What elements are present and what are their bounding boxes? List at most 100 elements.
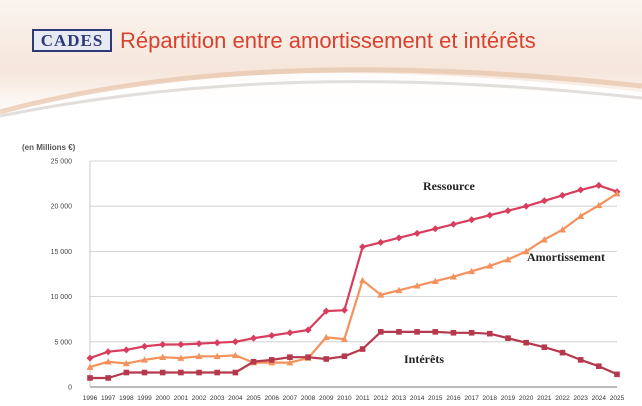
- x-tick-label: 1996: [83, 395, 98, 402]
- x-tick-label: 2007: [283, 395, 298, 402]
- data-point-interets: [123, 369, 130, 376]
- data-point-interets: [523, 339, 529, 346]
- data-point-interets: [268, 357, 275, 363]
- x-tick-label: 2011: [356, 395, 370, 402]
- data-point-ressource: [577, 186, 585, 194]
- data-point-amortissement: [86, 363, 94, 370]
- cades-logo: CADES: [32, 29, 112, 52]
- x-tick-label: 2025: [610, 395, 625, 402]
- data-point-amortissement: [595, 201, 603, 209]
- data-point-amortissement: [122, 359, 130, 367]
- page-title: Répartition entre amortissement et intér…: [120, 28, 536, 53]
- data-point-interets: [596, 363, 602, 370]
- data-point-ressource: [141, 342, 149, 350]
- y-tick-label: 25 000: [51, 159, 73, 166]
- data-point-ressource: [286, 329, 294, 337]
- data-point-ressource: [322, 307, 330, 315]
- data-point-interets: [577, 357, 584, 363]
- data-point-ressource: [268, 331, 276, 339]
- x-tick-label: 2024: [592, 395, 607, 402]
- data-point-amortissement: [177, 354, 185, 361]
- x-tick-label: 2008: [301, 395, 316, 402]
- series-label-interets: Intérêts: [404, 352, 444, 366]
- data-point-interets: [414, 329, 420, 335]
- data-point-amortissement: [104, 358, 112, 365]
- data-point-ressource: [250, 334, 258, 342]
- data-point-ressource: [558, 191, 566, 199]
- series-line-interets: [90, 330, 618, 380]
- data-point-amortissement: [322, 333, 330, 341]
- data-point-amortissement: [213, 352, 221, 360]
- x-tick-label: 2013: [392, 395, 407, 402]
- data-point-interets: [178, 369, 184, 376]
- y-tick-label: 10 000: [51, 294, 73, 301]
- data-point-amortissement: [340, 335, 348, 342]
- x-tick-label: 2010: [337, 395, 352, 402]
- data-point-ressource: [159, 341, 167, 349]
- y-tick-label: 20 000: [51, 204, 73, 211]
- data-point-interets: [105, 375, 111, 381]
- data-point-ressource: [595, 181, 603, 189]
- data-point-amortissement: [613, 190, 621, 197]
- data-point-ressource: [86, 354, 94, 362]
- x-tick-label: 2022: [555, 395, 570, 402]
- x-tick-label: 2019: [501, 395, 516, 402]
- y-tick-label: 0: [68, 385, 72, 392]
- data-point-amortissement: [413, 282, 421, 289]
- data-point-interets: [359, 346, 366, 352]
- y-tick-label: 5 000: [54, 339, 72, 346]
- series-label-amortissement: Amortissement: [527, 250, 605, 264]
- data-point-amortissement: [141, 356, 149, 363]
- data-point-ressource: [213, 339, 221, 347]
- data-point-amortissement: [231, 351, 239, 359]
- x-tick-label: 1999: [137, 395, 152, 402]
- data-point-amortissement: [540, 236, 548, 243]
- data-point-interets: [559, 349, 566, 356]
- x-tick-label: 2001: [174, 395, 189, 402]
- data-point-interets: [468, 329, 475, 336]
- data-point-ressource: [449, 220, 457, 228]
- x-tick-label: 2014: [410, 395, 425, 402]
- x-tick-label: 2002: [192, 395, 207, 402]
- data-point-amortissement: [359, 276, 367, 284]
- data-point-ressource: [177, 341, 185, 349]
- data-point-interets: [87, 375, 93, 381]
- data-point-ressource: [304, 326, 312, 334]
- x-tick-label: 2012: [374, 395, 389, 402]
- data-point-amortissement: [558, 226, 566, 233]
- series-line-ressource: [89, 184, 618, 360]
- x-tick-labels: 1996 1997 1998 1999 2000 2001 2002 2003 2004 2005…: [83, 395, 625, 402]
- x-tick-label: 2009: [319, 395, 334, 402]
- x-tick-label: 2004: [228, 395, 243, 402]
- series-line-amortissement: [89, 192, 618, 369]
- data-point-interets: [396, 329, 402, 335]
- x-tick-label: 2015: [428, 395, 443, 402]
- data-point-interets: [214, 369, 221, 376]
- data-point-ressource: [468, 216, 476, 224]
- y-axis-label: (en Millions €): [22, 143, 76, 152]
- chart-series: [86, 181, 621, 381]
- x-tick-label: 2000: [155, 395, 170, 402]
- series-label-ressource: Ressource: [423, 179, 475, 193]
- data-point-interets: [450, 329, 457, 336]
- data-point-ressource: [377, 238, 385, 246]
- data-point-interets: [432, 329, 439, 335]
- data-point-interets: [196, 369, 202, 376]
- x-tick-label: 2003: [210, 395, 225, 402]
- x-tick-label: 1998: [119, 395, 134, 402]
- x-tick-label: 1997: [101, 395, 116, 402]
- x-tick-label: 2005: [246, 395, 261, 402]
- data-point-amortissement: [577, 212, 585, 219]
- data-point-interets: [486, 330, 493, 337]
- data-point-interets: [323, 356, 330, 362]
- x-tick-label: 2021: [537, 395, 552, 402]
- data-point-amortissement: [286, 359, 294, 366]
- data-point-amortissement: [486, 262, 494, 269]
- data-point-ressource: [395, 234, 403, 242]
- x-tick-label: 2017: [464, 395, 479, 402]
- data-point-amortissement: [449, 273, 457, 280]
- data-point-amortissement: [377, 291, 385, 298]
- data-point-amortissement: [195, 352, 203, 360]
- data-point-interets: [141, 369, 148, 376]
